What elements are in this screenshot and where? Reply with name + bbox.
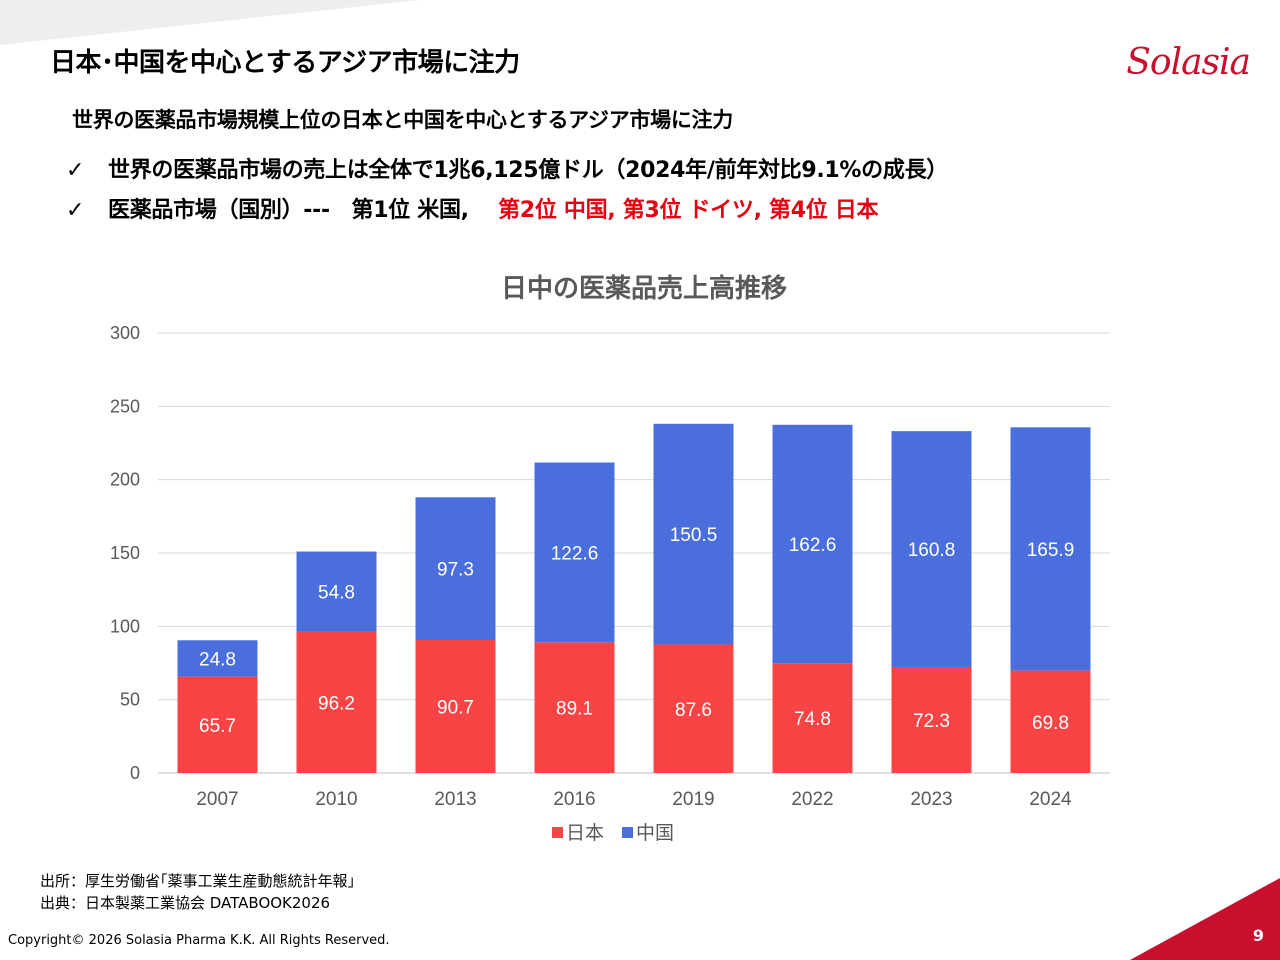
legend-label: 日本	[566, 822, 604, 844]
y-tick-label: 150	[110, 543, 140, 563]
data-label: 89.1	[556, 699, 593, 720]
x-tick-label: 2022	[791, 789, 833, 810]
x-tick-label: 2019	[672, 789, 714, 810]
corner-decoration-top	[0, 0, 420, 45]
y-tick-label: 250	[110, 396, 140, 416]
data-label: 87.6	[675, 700, 712, 721]
bullet-market-size: ✓ 世界の医薬品市場の売上は全体で1兆6,125億ドル（2024年/前年対比9.1…	[66, 152, 948, 184]
bar-japan	[891, 666, 972, 773]
data-label: 96.2	[318, 693, 355, 714]
data-label: 54.8	[318, 583, 355, 604]
bar-japan	[772, 663, 853, 773]
y-tick-label: 50	[120, 690, 140, 710]
legend-swatch	[552, 827, 563, 838]
slide-subtitle: 世界の医薬品市場規模上位の日本と中国を中心とするアジア市場に注力	[72, 108, 733, 132]
check-icon: ✓	[66, 198, 85, 223]
chart-title: 日中の医薬品売上高推移	[501, 273, 787, 304]
y-tick-label: 100	[110, 616, 140, 636]
x-tick-label: 2023	[910, 789, 952, 810]
solasia-logo: Solasia	[1126, 42, 1251, 83]
bar-japan	[534, 642, 615, 773]
bar-china	[534, 462, 615, 643]
data-label: 122.6	[551, 543, 599, 564]
slide-title: 日本･中国を中心とするアジア市場に注力	[50, 48, 520, 78]
bar-china	[415, 497, 496, 640]
x-tick-label: 2024	[1029, 789, 1072, 810]
data-label: 74.8	[794, 709, 831, 730]
x-tick-label: 2016	[553, 789, 595, 810]
bar-japan	[415, 639, 496, 773]
bar-japan	[653, 644, 734, 773]
source-line-1: 出所：厚生労働省｢薬事工業生産動態統計年報｣	[40, 872, 356, 890]
x-tick-label: 2013	[434, 789, 476, 810]
copyright: Copyright© 2026 Solasia Pharma K.K. All …	[8, 933, 390, 948]
check-icon: ✓	[66, 158, 85, 183]
data-label: 90.7	[437, 697, 474, 718]
data-label: 69.8	[1032, 713, 1069, 734]
y-tick-label: 300	[110, 323, 140, 343]
bar-china	[653, 423, 734, 645]
data-label: 160.8	[908, 540, 956, 561]
bar-japan	[296, 631, 377, 773]
x-tick-label: 2007	[196, 789, 238, 810]
bullet-text-red: 第2位 中国, 第3位 ドイツ, 第4位 日本	[498, 198, 879, 223]
legend-label: 中国	[636, 822, 674, 844]
bar-china	[1010, 427, 1091, 671]
bar-china	[891, 431, 972, 667]
data-label: 72.3	[913, 711, 950, 732]
bar-china	[772, 424, 853, 664]
data-label: 65.7	[199, 716, 236, 737]
bar-japan	[1010, 670, 1091, 773]
data-label: 24.8	[199, 649, 236, 670]
bullet-country-ranking: ✓ 医薬品市場（国別）--- 第1位 米国, 第2位 中国, 第3位 ドイツ, 第…	[66, 192, 879, 224]
data-label: 97.3	[437, 560, 474, 581]
legend-swatch	[622, 827, 633, 838]
x-tick-label: 2010	[315, 789, 357, 810]
data-label: 162.6	[789, 535, 837, 556]
bullet-text: 世界の医薬品市場の売上は全体で1兆6,125億ドル（2024年/前年対比9.1%…	[108, 158, 948, 183]
data-label: 150.5	[670, 525, 718, 546]
bar-china	[296, 551, 377, 632]
data-label: 165.9	[1027, 540, 1075, 561]
y-tick-label: 0	[130, 763, 140, 783]
y-tick-label: 200	[110, 470, 140, 490]
bar-japan	[177, 676, 258, 773]
source-line-2: 出典：日本製薬工業協会 DATABOOK2026	[40, 894, 331, 912]
corner-decoration-bottom	[1130, 878, 1280, 960]
page-number: 9	[1252, 926, 1264, 945]
bar-china	[177, 640, 258, 677]
bullet-text-black: 医薬品市場（国別）--- 第1位 米国,	[108, 198, 469, 223]
